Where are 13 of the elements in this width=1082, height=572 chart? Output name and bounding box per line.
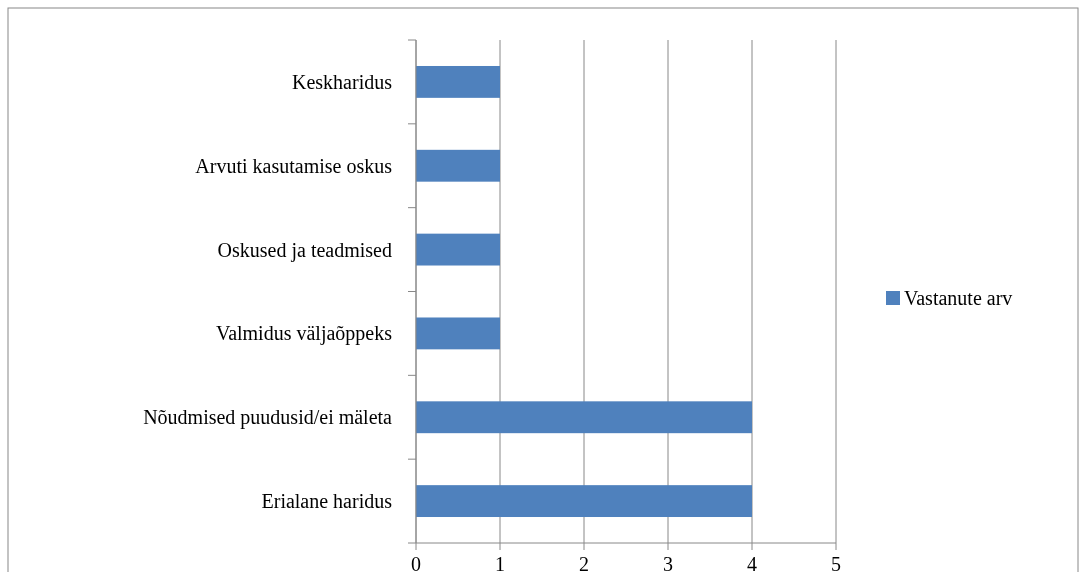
x-tick-label: 4 (747, 553, 757, 572)
x-tick-label: 2 (579, 553, 589, 572)
y-tick-label: Oskused ja teadmised (217, 238, 392, 262)
x-tick-label: 3 (663, 553, 673, 572)
x-tick-label: 5 (831, 553, 841, 572)
y-tick-label: Erialane haridus (261, 490, 393, 513)
y-tick-label: Valmidus väljaõppeks (215, 322, 393, 346)
legend-label: Vastanute arv (904, 287, 1013, 309)
x-tick-label: 0 (411, 553, 421, 572)
x-tick-label: 1 (495, 553, 505, 572)
y-tick-label: Arvuti kasutamise oskus (195, 154, 393, 177)
y-tick-label: Nõudmised puudusid/ei mäleta (143, 406, 393, 430)
y-tick-label: Keskharidus (292, 70, 393, 93)
